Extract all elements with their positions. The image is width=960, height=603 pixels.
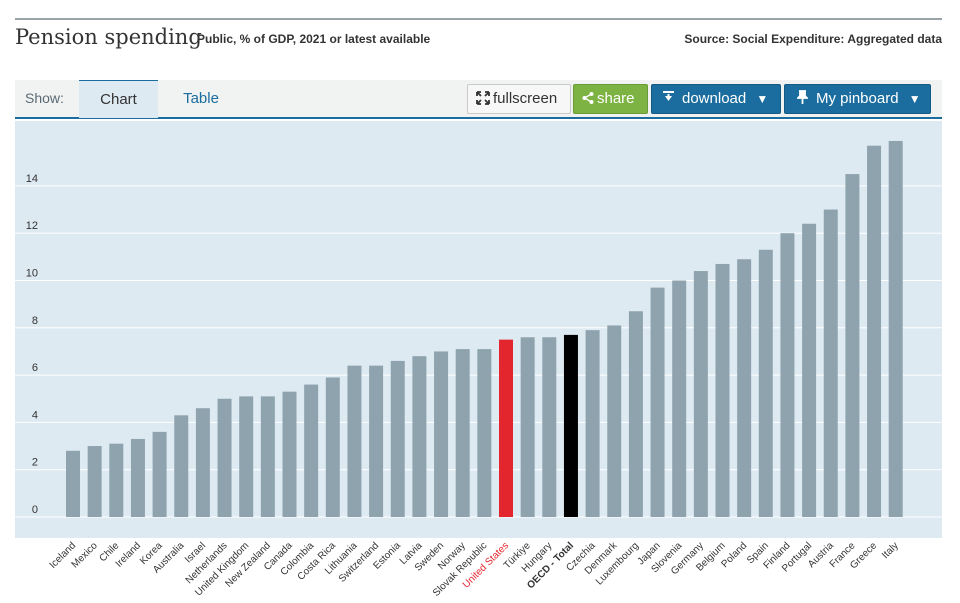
y-tick-label: 14 [26, 173, 38, 185]
bar [845, 174, 860, 517]
bar [282, 391, 297, 517]
expand-icon [476, 85, 490, 113]
bar [87, 446, 102, 517]
pinboard-button[interactable]: My pinboard ▼ [784, 84, 931, 114]
bar [412, 356, 427, 517]
y-tick-label: 4 [32, 409, 38, 421]
bar [715, 263, 730, 517]
download-button[interactable]: download ▼ [651, 84, 781, 114]
bar [542, 337, 557, 517]
show-label: Show: [25, 90, 64, 106]
share-button[interactable]: share [573, 84, 648, 114]
pinboard-label: My pinboard [816, 90, 899, 107]
bar [499, 339, 513, 517]
bar [130, 438, 145, 517]
bar [780, 233, 795, 517]
caret-down-icon: ▼ [908, 92, 921, 106]
bar [520, 337, 535, 517]
download-label: download [682, 90, 747, 107]
bar [585, 330, 600, 517]
x-tick-label: Italy [880, 540, 901, 561]
bar [888, 140, 903, 517]
bar [455, 349, 470, 517]
bar [66, 450, 80, 517]
bar [802, 223, 817, 518]
pin-icon [795, 85, 810, 113]
bar [563, 334, 578, 517]
bar [195, 408, 210, 517]
y-tick-label: 0 [32, 504, 38, 516]
y-tick-label: 10 [26, 268, 38, 280]
view-toolbar: Show: Chart Table fullscreen share downl… [15, 80, 942, 119]
bar [477, 349, 492, 517]
bar [304, 384, 319, 517]
bar [434, 351, 449, 517]
download-icon [662, 85, 675, 113]
page-title: Pension spending [15, 25, 202, 49]
y-tick-label: 2 [32, 457, 38, 469]
tab-chart[interactable]: Chart [79, 80, 158, 118]
x-tick-label: Ireland [114, 540, 143, 569]
bar [628, 311, 643, 517]
bar [239, 396, 254, 517]
bar [390, 360, 405, 517]
tab-table[interactable]: Table [183, 90, 219, 107]
fullscreen-label: fullscreen [493, 90, 558, 107]
bar [650, 287, 665, 517]
bar [607, 325, 622, 517]
bar [867, 145, 882, 517]
fullscreen-button[interactable]: fullscreen [467, 84, 571, 114]
share-label: share [597, 90, 635, 107]
bar [152, 431, 167, 517]
bar [693, 271, 708, 517]
bar [347, 365, 362, 517]
header-rule [15, 18, 942, 20]
bar [109, 443, 124, 517]
bar [217, 398, 232, 517]
bar [325, 377, 340, 517]
share-icon [582, 85, 594, 113]
bar [823, 209, 838, 518]
y-tick-label: 12 [26, 220, 38, 232]
caret-down-icon: ▼ [756, 92, 769, 106]
bar [758, 249, 773, 517]
bar [260, 396, 275, 517]
bar [174, 415, 189, 517]
bar [672, 280, 687, 517]
y-tick-label: 6 [32, 362, 38, 374]
bar [737, 259, 752, 517]
y-tick-label: 8 [32, 315, 38, 327]
page-subtitle: Public, % of GDP, 2021 or latest availab… [197, 32, 431, 46]
source-note: Source: Social Expenditure: Aggregated d… [684, 32, 942, 46]
bar [369, 365, 384, 517]
